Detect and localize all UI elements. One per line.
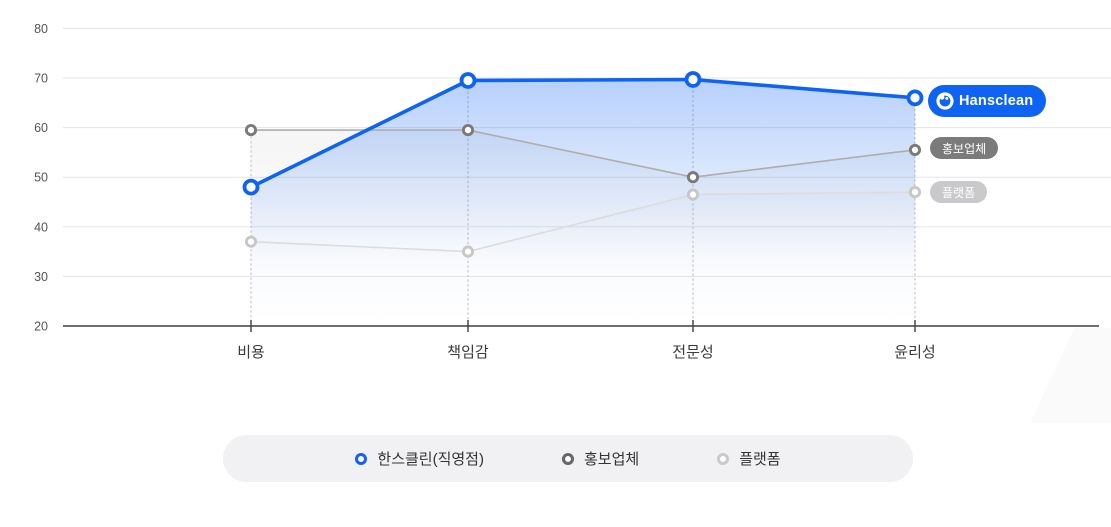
y-axis-label: 30 xyxy=(34,270,48,284)
x-axis-label: 책임감 xyxy=(447,344,489,361)
series-badge-agency: 홍보업체 xyxy=(930,137,999,159)
data-point-윤리성-series0[interactable] xyxy=(906,89,924,107)
y-axis-label: 40 xyxy=(34,220,48,234)
data-point-비용-series0[interactable] xyxy=(242,178,260,196)
data-point-비용-series1[interactable] xyxy=(244,124,258,137)
y-axis-label: 80 xyxy=(34,22,48,36)
data-point-책임감-series2[interactable] xyxy=(461,245,475,258)
data-point-전문성-series2[interactable] xyxy=(686,188,700,201)
series-badge-platform: 플랫폼 xyxy=(930,181,988,203)
series-line-0 xyxy=(249,77,917,189)
legend-marker-icon xyxy=(561,452,574,465)
legend-item-label: 플랫폼 xyxy=(739,451,781,468)
legend-marker-icon xyxy=(355,452,368,465)
legend-item-label: 한스클린(직영점) xyxy=(377,451,484,468)
hansclean-logo-icon xyxy=(936,92,954,110)
series-badge-hansclean: Hansclean xyxy=(928,85,1047,117)
legend-item-platform[interactable]: 플랫폼 xyxy=(717,448,781,469)
data-point-책임감-series0[interactable] xyxy=(459,72,477,89)
y-axis-label: 20 xyxy=(34,320,48,334)
series-line-2 xyxy=(250,191,916,253)
x-axis-label: 비용 xyxy=(237,344,265,361)
series-line-1 xyxy=(250,129,916,178)
data-point-윤리성-series1[interactable] xyxy=(908,143,922,156)
legend-item-agency[interactable]: 홍보업체 xyxy=(561,448,640,469)
y-axis-label: 70 xyxy=(34,72,48,86)
chart-legend: 한스클린(직영점) 홍보업체 플랫폼 xyxy=(223,435,913,482)
series-badge-label: 홍보업체 xyxy=(942,141,987,156)
data-point-책임감-series1[interactable] xyxy=(461,124,475,137)
y-axis-label: 60 xyxy=(34,121,48,135)
line-chart-canvas: 80 70 60 50 40 30 20 비용 책임감 전문성 윤리성 xyxy=(34,22,1111,361)
data-point-비용-series2[interactable] xyxy=(244,235,258,248)
legend-marker-icon xyxy=(717,452,730,465)
legend-item-hansclean[interactable]: 한스클린(직영점) xyxy=(355,448,484,469)
data-point-전문성-series1[interactable] xyxy=(686,171,700,184)
data-point-윤리성-series2[interactable] xyxy=(908,186,922,199)
series-badge-label: Hansclean xyxy=(959,93,1034,109)
legend-item-label: 홍보업체 xyxy=(583,451,640,468)
x-axis-label: 윤리성 xyxy=(894,344,935,361)
series-badge-label: 플랫폼 xyxy=(942,185,976,200)
x-axis-label: 전문성 xyxy=(672,344,713,361)
y-axis-label: 50 xyxy=(34,171,48,185)
series-area-0 xyxy=(251,79,915,326)
data-point-전문성-series0[interactable] xyxy=(684,71,702,88)
